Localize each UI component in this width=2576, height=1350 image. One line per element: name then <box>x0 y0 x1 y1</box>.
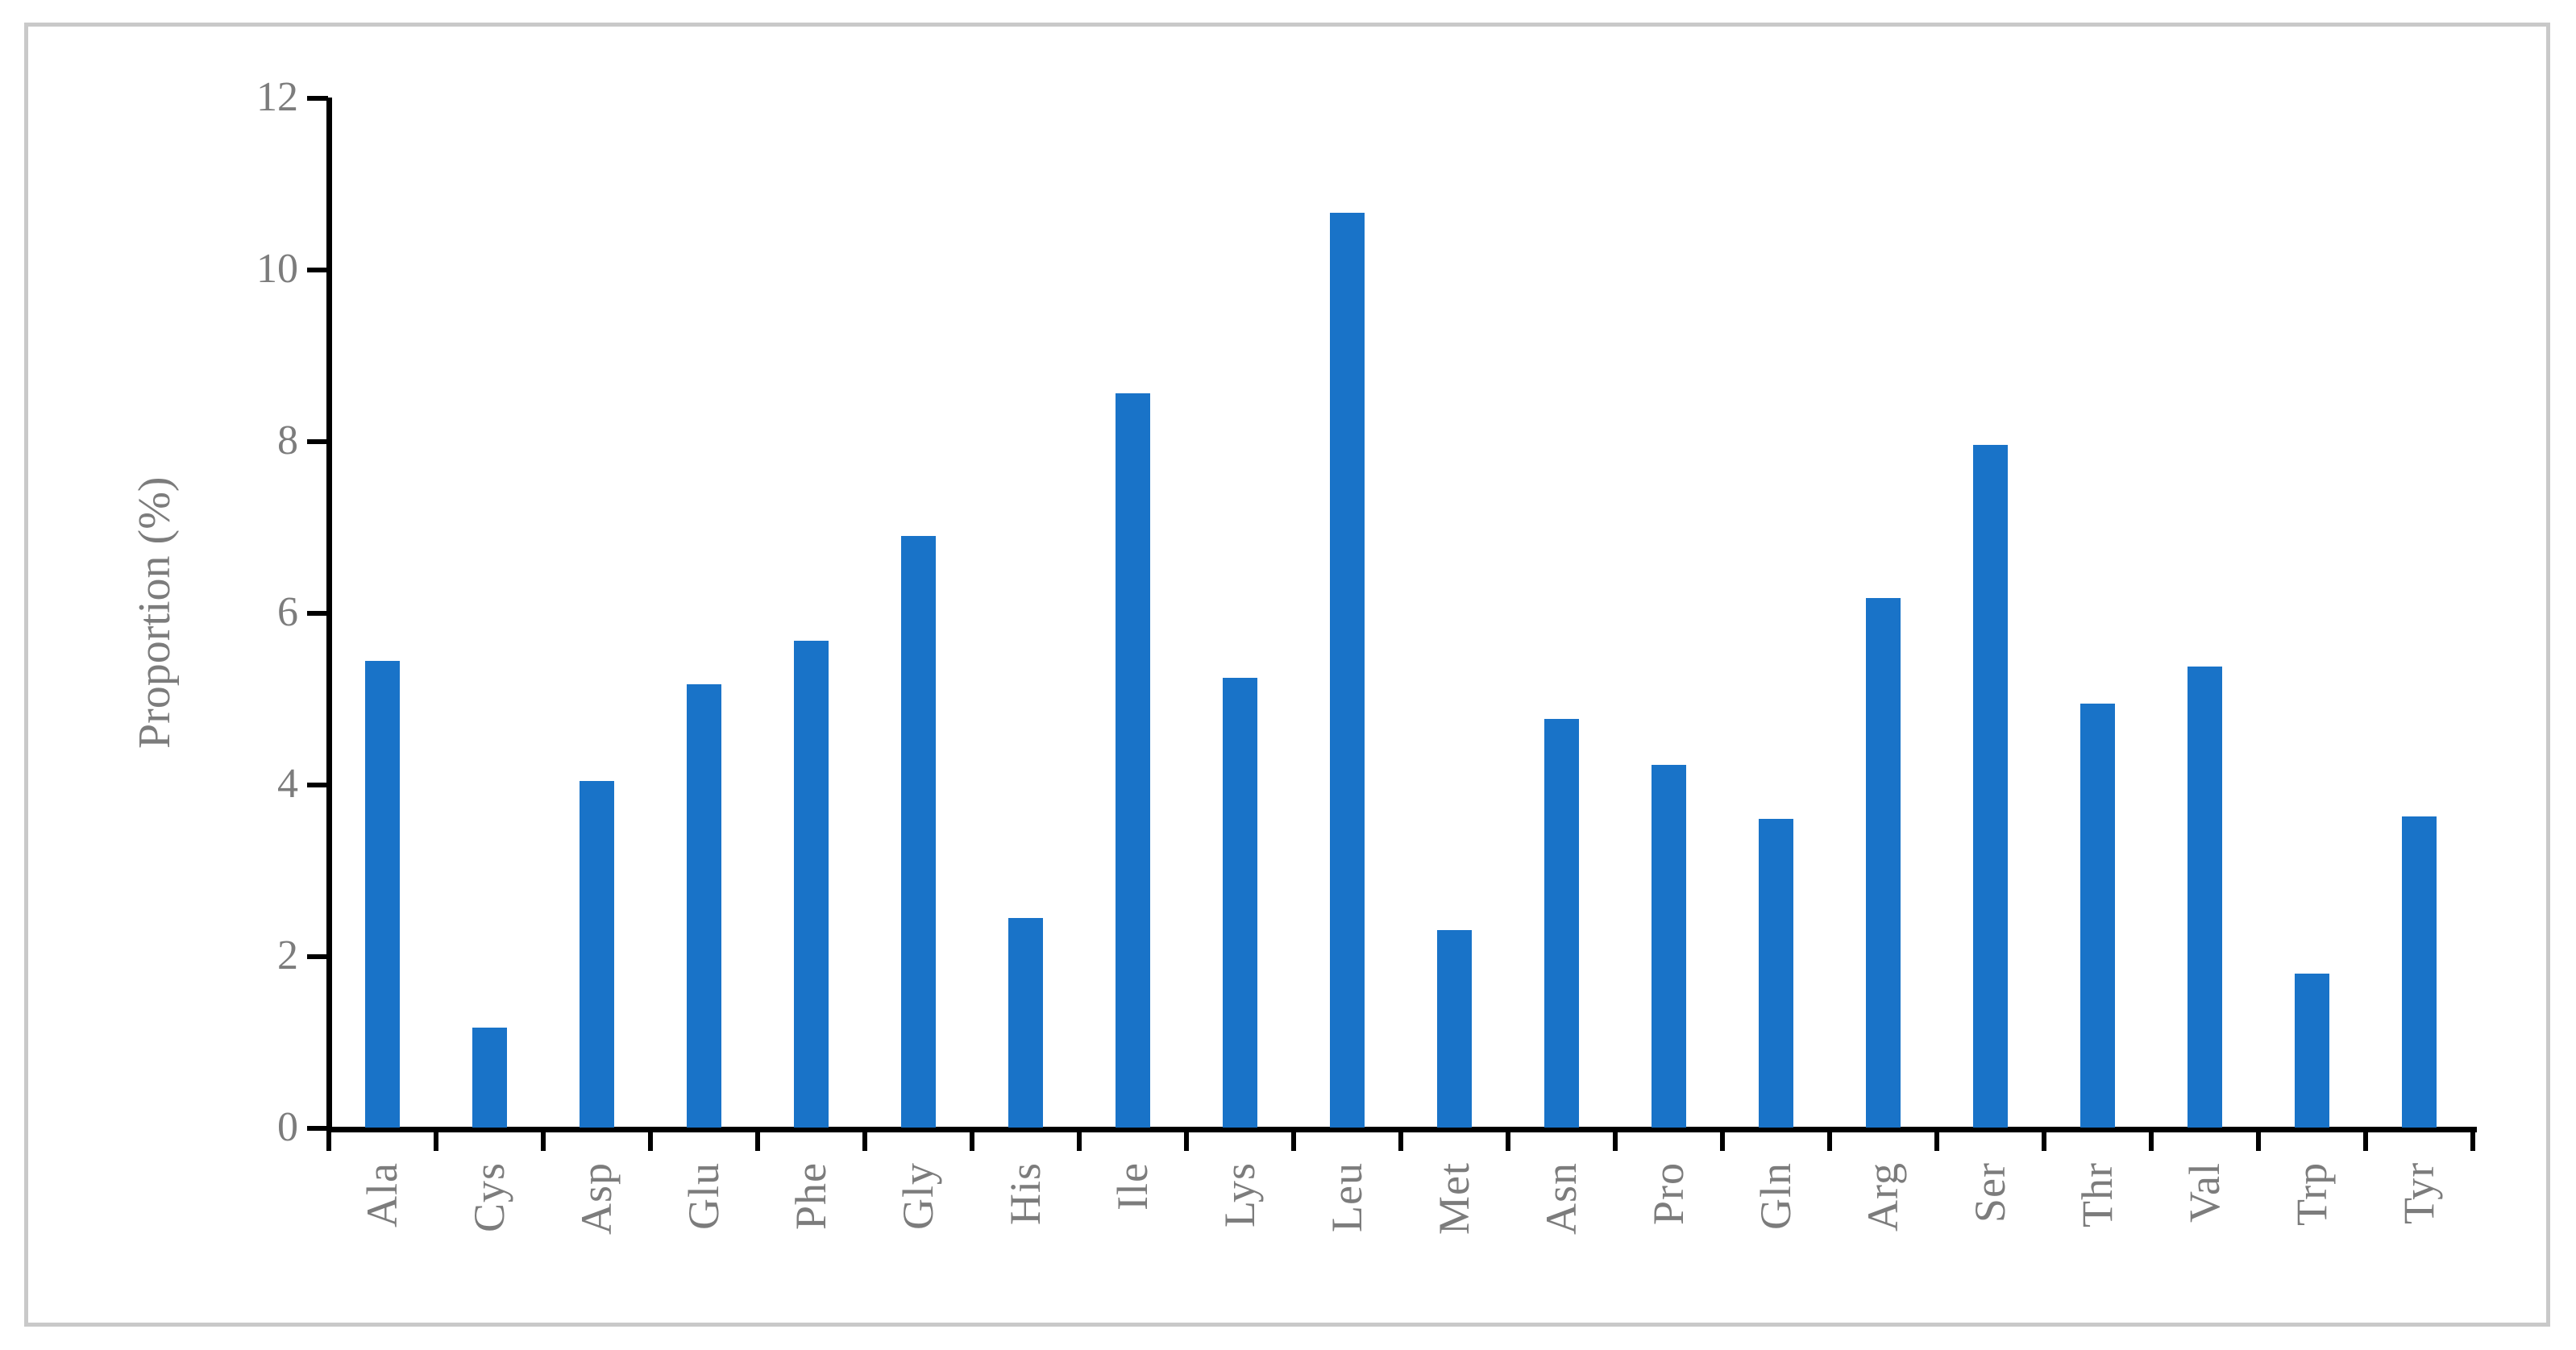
y-tick-label: 12 <box>256 74 298 120</box>
bar-Tyr <box>2402 816 2437 1128</box>
x-category-label-Ile: Ile <box>1107 1162 1157 1211</box>
x-tick-mark <box>1398 1132 1403 1151</box>
bar-Gln <box>1759 818 1793 1128</box>
x-category-label-Pro: Pro <box>1643 1162 1693 1226</box>
x-tick-mark <box>434 1132 438 1151</box>
x-category-label-Leu: Leu <box>1322 1162 1371 1232</box>
y-axis-line <box>326 98 332 1132</box>
x-tick-mark <box>1720 1132 1725 1151</box>
y-tick-mark <box>307 268 328 272</box>
y-tick-label: 4 <box>277 761 298 807</box>
x-category-label-Lys: Lys <box>1215 1162 1264 1228</box>
x-category-label-Cys: Cys <box>464 1162 513 1233</box>
bar-Gly <box>901 536 936 1128</box>
x-category-label-Thr: Thr <box>2072 1162 2121 1227</box>
x-tick-mark <box>970 1132 974 1151</box>
y-tick-label: 10 <box>256 246 298 292</box>
x-tick-mark <box>648 1132 653 1151</box>
x-category-label-Glu: Glu <box>679 1162 728 1230</box>
x-category-label-Asp: Asp <box>571 1162 621 1236</box>
x-tick-mark <box>1291 1132 1296 1151</box>
x-tick-mark <box>1613 1132 1618 1151</box>
x-category-label-Gly: Gly <box>893 1162 942 1230</box>
bar-Leu <box>1330 212 1365 1128</box>
x-tick-mark <box>541 1132 546 1151</box>
x-category-label-Ser: Ser <box>1965 1162 2014 1223</box>
y-tick-mark <box>307 439 328 444</box>
figure-border <box>24 23 2550 1327</box>
x-category-label-Ala: Ala <box>357 1162 406 1227</box>
y-tick-mark <box>307 954 328 959</box>
x-category-label-Gln: Gln <box>1751 1162 1800 1230</box>
x-tick-mark <box>2042 1132 2046 1151</box>
x-tick-mark <box>1827 1132 1832 1151</box>
x-category-label-His: His <box>1000 1162 1049 1226</box>
x-tick-mark <box>326 1132 331 1151</box>
x-category-label-Asn: Asn <box>1536 1162 1585 1236</box>
bar-Asn <box>1544 719 1579 1128</box>
x-tick-mark <box>755 1132 760 1151</box>
x-tick-mark <box>1506 1132 1510 1151</box>
x-category-label-Tyr: Tyr <box>2394 1162 2443 1225</box>
bar-Asp <box>580 780 614 1128</box>
y-axis-title: Proportion (%) <box>130 476 180 749</box>
x-category-label-Met: Met <box>1429 1162 1478 1235</box>
bar-Arg <box>1866 597 1901 1128</box>
bar-Val <box>2188 667 2222 1128</box>
x-tick-mark <box>1077 1132 1082 1151</box>
y-tick-label: 6 <box>277 589 298 635</box>
bar-Lys <box>1223 677 1257 1128</box>
x-tick-mark <box>2470 1132 2475 1151</box>
y-tick-mark <box>307 96 328 101</box>
bar-Ile <box>1116 393 1150 1128</box>
x-tick-mark <box>2256 1132 2261 1151</box>
bar-Glu <box>687 684 721 1128</box>
bar-Ala <box>365 660 400 1128</box>
bar-Ser <box>1973 445 2008 1128</box>
y-tick-mark <box>307 611 328 616</box>
x-tick-mark <box>1934 1132 1939 1151</box>
bar-Trp <box>2295 974 2329 1128</box>
x-tick-mark <box>2363 1132 2368 1151</box>
x-category-label-Arg: Arg <box>1858 1162 1907 1232</box>
bar-His <box>1008 918 1043 1128</box>
x-tick-mark <box>2149 1132 2154 1151</box>
bar-Pro <box>1652 764 1686 1128</box>
bar-Phe <box>794 641 829 1128</box>
x-tick-mark <box>1184 1132 1189 1151</box>
x-axis-line <box>326 1127 2477 1132</box>
bar-Thr <box>2080 703 2115 1128</box>
bar-Met <box>1437 930 1472 1128</box>
x-category-label-Phe: Phe <box>786 1162 835 1230</box>
y-tick-label: 8 <box>277 417 298 463</box>
x-category-label-Val: Val <box>2179 1162 2229 1223</box>
x-tick-mark <box>862 1132 867 1151</box>
y-tick-label: 0 <box>277 1104 298 1150</box>
y-tick-mark <box>307 1126 328 1131</box>
x-category-label-Trp: Trp <box>2287 1162 2336 1227</box>
y-tick-label: 2 <box>277 933 298 978</box>
bar-Cys <box>472 1028 507 1128</box>
y-tick-mark <box>307 783 328 787</box>
